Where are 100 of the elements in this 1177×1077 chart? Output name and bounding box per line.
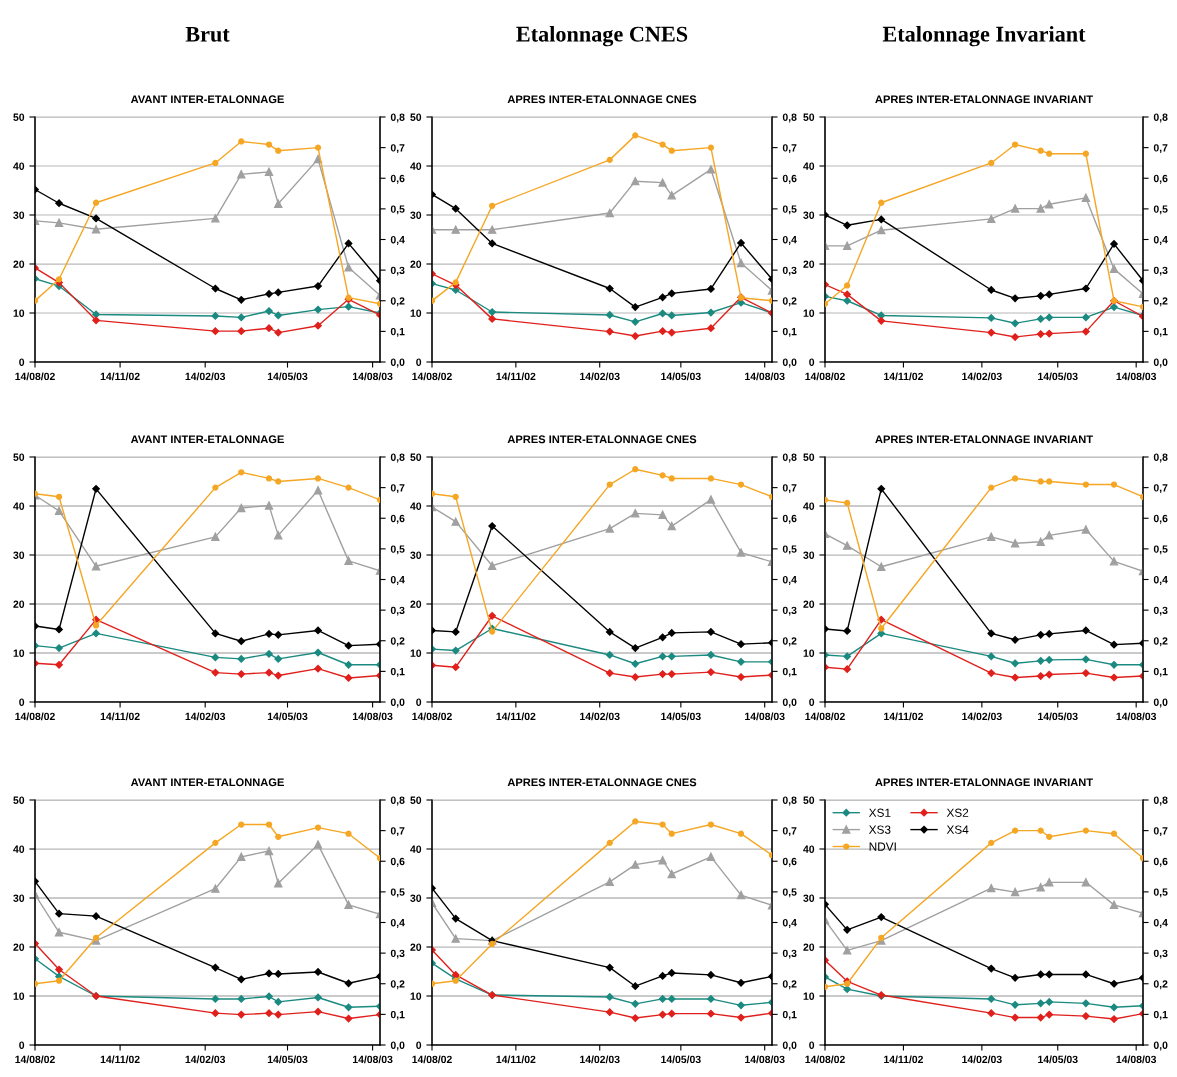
legend-label: XS2: [946, 808, 969, 817]
y2-tick-label: 0,3: [782, 266, 797, 276]
x-tick-label: 14/11/02: [884, 1055, 924, 1064]
y-tick-label: 40: [13, 162, 25, 170]
y-tick-label: 20: [410, 600, 422, 608]
y-tick-label: 20: [13, 600, 25, 608]
y2-tick-label: 0,5: [390, 545, 405, 555]
y2-tick-label: 0,5: [1153, 205, 1168, 215]
y2-tick-label: 0,0: [390, 1041, 405, 1051]
y2-tick-label: 0,7: [1153, 144, 1168, 154]
y2-tick-label: 0,6: [390, 857, 405, 867]
x-tick-label: 14/02/03: [185, 712, 226, 721]
y-tick-label: 0: [416, 698, 422, 706]
y-tick-label: 20: [803, 260, 815, 268]
y-tick-label: 40: [410, 502, 422, 510]
y-tick-label: 20: [410, 943, 422, 951]
y-tick-label: 50: [410, 796, 422, 804]
y2-tick-label: 0,4: [390, 236, 405, 245]
y-tick-label: 30: [803, 551, 815, 559]
x-tick-label: 14/05/03: [661, 1055, 701, 1064]
y2-tick-label: 0,3: [390, 266, 405, 276]
y2-tick-label: 0,0: [782, 1041, 797, 1051]
chart-title: APRES INTER-ETALONNAGE INVARIANT: [875, 435, 1093, 444]
y2-tick-label: 0,1: [1153, 1010, 1168, 1020]
y2-tick-label: 0,2: [390, 637, 405, 647]
x-tick-label: 14/11/02: [496, 372, 536, 381]
y2-tick-label: 0,6: [1153, 857, 1168, 867]
y2-tick-label: 0,8: [390, 113, 405, 123]
y2-tick-label: 0,8: [390, 796, 405, 806]
y2-tick-label: 0,1: [782, 667, 797, 677]
legend-label: NDVI: [869, 842, 896, 851]
y-tick-label: 20: [410, 260, 422, 268]
y2-tick-label: 0,8: [782, 453, 797, 463]
y2-tick-label: 0,2: [1153, 980, 1168, 990]
y2-tick-label: 0,3: [390, 949, 405, 959]
y2-tick-label: 0,4: [390, 919, 405, 928]
x-tick-label: 14/05/03: [267, 1055, 308, 1064]
x-tick-label: 14/08/03: [352, 712, 393, 721]
y-tick-label: 50: [410, 453, 422, 461]
y-tick-label: 0: [809, 698, 815, 706]
x-tick-label: 14/02/03: [962, 712, 1002, 721]
y2-tick-label: 0,7: [782, 484, 797, 494]
chart-title: APRES INTER-ETALONNAGE CNES: [507, 778, 697, 787]
x-tick-label: 14/08/02: [15, 372, 55, 381]
y2-tick-label: 0,6: [390, 514, 405, 524]
y-tick-label: 30: [410, 551, 422, 559]
x-tick-label: 14/08/03: [1116, 712, 1157, 721]
x-tick-label: 14/02/03: [580, 1055, 620, 1064]
y-tick-label: 50: [803, 453, 815, 461]
y2-tick-label: 0,5: [1153, 545, 1168, 555]
x-tick-label: 14/02/03: [580, 712, 620, 721]
x-tick-label: 14/02/03: [962, 372, 1002, 381]
legend-label: XS4: [946, 825, 969, 834]
y2-tick-label: 0,1: [782, 327, 797, 337]
y2-tick-label: 0,5: [782, 888, 797, 898]
y2-tick-label: 0,4: [782, 236, 797, 245]
y2-tick-label: 0,6: [1153, 514, 1168, 524]
y-tick-label: 10: [13, 992, 25, 1000]
x-tick-label: 14/08/03: [1116, 372, 1157, 381]
x-tick-label: 14/11/02: [884, 372, 924, 381]
y2-tick-label: 0,5: [390, 205, 405, 215]
y2-tick-label: 0,7: [390, 144, 405, 154]
chart-title: APRES INTER-ETALONNAGE INVARIANT: [875, 95, 1093, 104]
y2-tick-label: 0,2: [782, 980, 797, 990]
text: Etalonnage CNES: [516, 25, 688, 47]
x-tick-label: 14/08/03: [745, 372, 785, 381]
y2-tick-label: 0,8: [1153, 453, 1168, 463]
chart-title: APRES INTER-ETALONNAGE INVARIANT: [875, 778, 1093, 787]
x-tick-label: 14/08/02: [15, 1055, 55, 1064]
y-tick-label: 10: [410, 309, 422, 317]
x-tick-label: 14/08/02: [805, 372, 845, 381]
y-tick-label: 0: [19, 698, 25, 706]
y2-tick-label: 0,5: [782, 205, 797, 215]
y2-tick-label: 0,5: [1153, 888, 1168, 898]
x-tick-label: 14/08/02: [15, 712, 55, 721]
y-tick-label: 50: [13, 796, 25, 804]
y-tick-label: 0: [809, 358, 815, 366]
x-tick-label: 14/11/02: [884, 712, 924, 721]
x-tick-label: 14/11/02: [100, 1055, 140, 1064]
y-tick-label: 50: [410, 113, 422, 121]
y-tick-label: 10: [410, 649, 422, 657]
y-tick-label: 40: [13, 845, 25, 853]
y-tick-label: 30: [803, 211, 815, 219]
x-tick-label: 14/08/03: [352, 1055, 393, 1064]
y2-tick-label: 0,2: [782, 637, 797, 647]
y2-tick-label: 0,2: [782, 297, 797, 307]
x-tick-label: 14/11/02: [496, 712, 536, 721]
y-tick-label: 20: [803, 943, 815, 951]
x-tick-label: 14/11/02: [100, 372, 140, 381]
y-tick-label: 50: [803, 113, 815, 121]
y-tick-label: 20: [13, 943, 25, 951]
x-tick-label: 14/11/02: [496, 1055, 536, 1064]
y2-tick-label: 0,3: [782, 606, 797, 616]
chart-title: APRES INTER-ETALONNAGE CNES: [507, 435, 697, 444]
y2-tick-label: 0,6: [782, 857, 797, 867]
y2-tick-label: 0,8: [782, 796, 797, 806]
y2-tick-label: 0,3: [1153, 266, 1168, 276]
y-tick-label: 30: [410, 211, 422, 219]
x-tick-label: 14/05/03: [661, 712, 701, 721]
y2-tick-label: 0,4: [390, 576, 405, 585]
